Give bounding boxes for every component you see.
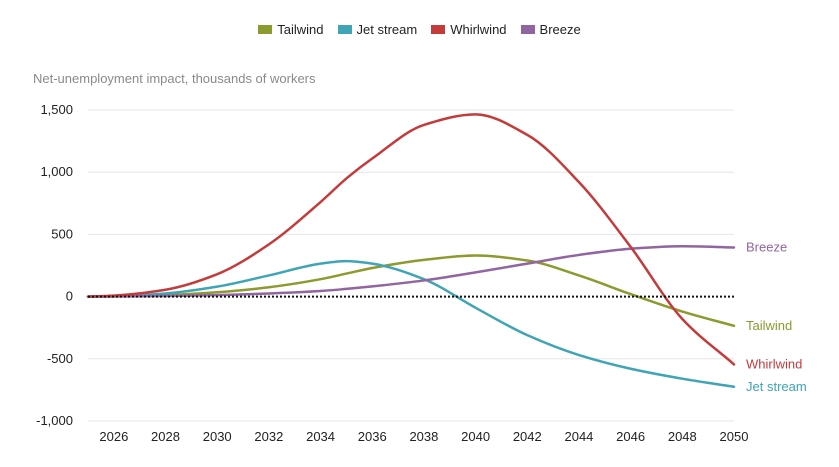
x-tick-label: 2034 [306, 429, 335, 444]
legend-label: Breeze [539, 22, 581, 37]
x-tick-label: 2044 [564, 429, 593, 444]
end-label-whirlwind: Whirlwind [746, 356, 802, 371]
y-tick-label: 1,000 [40, 164, 73, 179]
x-tick-label: 2028 [151, 429, 180, 444]
x-tick-label: 2046 [616, 429, 645, 444]
x-tick-label: 2042 [513, 429, 542, 444]
y-axis-label: Net-unemployment impact, thousands of wo… [33, 71, 316, 86]
end-label-tailwind: Tailwind [746, 318, 792, 333]
end-label-jet-stream: Jet stream [746, 379, 807, 394]
legend-swatch-jet-stream [337, 25, 352, 34]
x-tick-label: 2038 [409, 429, 438, 444]
y-tick-label: -1,000 [36, 413, 73, 428]
x-tick-label: 2050 [720, 429, 749, 444]
x-tick-label: 2036 [358, 429, 387, 444]
legend: Tailwind Jet stream Whirlwind Breeze [0, 22, 839, 37]
series-line-whirlwind [86, 113, 736, 366]
legend-label: Jet stream [356, 22, 418, 37]
legend-item-jet-stream[interactable]: Jet stream [337, 22, 418, 37]
y-tick-label: -500 [47, 351, 73, 366]
legend-swatch-whirlwind [431, 25, 446, 34]
y-tick-label: 1,500 [40, 102, 73, 117]
legend-label: Whirlwind [450, 22, 507, 37]
x-tick-label: 2048 [668, 429, 697, 444]
series-line-tailwind [86, 254, 736, 328]
y-tick-label: 0 [66, 289, 73, 304]
x-tick-label: 2040 [461, 429, 490, 444]
legend-item-tailwind[interactable]: Tailwind [258, 22, 324, 37]
end-label-breeze: Breeze [746, 239, 787, 254]
legend-swatch-tailwind [258, 25, 273, 34]
series-line-jet-stream [86, 259, 736, 389]
legend-swatch-breeze [520, 25, 535, 34]
legend-item-whirlwind[interactable]: Whirlwind [431, 22, 507, 37]
x-tick-label: 2030 [203, 429, 232, 444]
legend-label: Tailwind [277, 22, 324, 37]
x-tick-label: 2032 [254, 429, 283, 444]
legend-item-breeze[interactable]: Breeze [520, 22, 581, 37]
y-tick-label: 500 [51, 226, 73, 241]
x-tick-label: 2026 [99, 429, 128, 444]
